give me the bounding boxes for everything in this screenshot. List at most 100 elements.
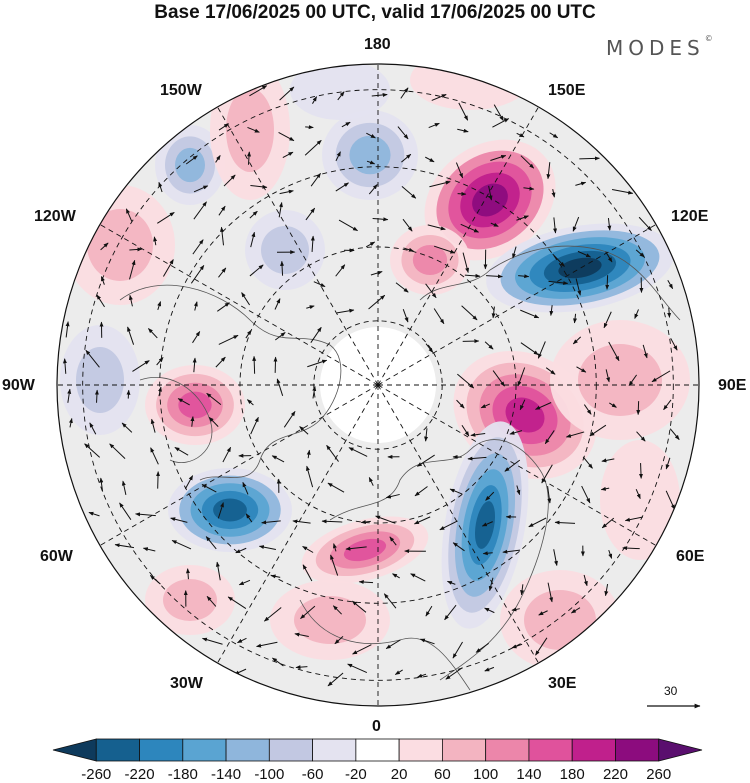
wind-vector [193, 301, 198, 311]
wind-vector [519, 399, 526, 411]
coastline [419, 245, 681, 321]
colorbar-tick-label: -140 [211, 766, 242, 783]
wind-vector [541, 464, 553, 484]
wind-vector [583, 404, 592, 415]
wind-vector [263, 607, 282, 622]
wind-vector [416, 454, 435, 467]
wind-vector [119, 502, 132, 520]
wind-vector [520, 309, 540, 319]
wind-vector [461, 424, 470, 437]
wind-vector [434, 245, 456, 254]
lon-label-120e: 120E [671, 208, 709, 225]
wind-vector [305, 125, 314, 130]
wind-vector [201, 637, 223, 645]
wind-vector [439, 520, 458, 531]
colorbar-cell [571, 738, 616, 762]
wind-vector [490, 154, 507, 161]
wind-vector [238, 579, 251, 586]
wind-vector [336, 308, 355, 314]
wind-vector [600, 486, 610, 491]
wind-vector [638, 463, 643, 479]
wind-vector [535, 637, 548, 656]
wind-vector [156, 357, 164, 366]
wind-vector [302, 564, 313, 582]
wind-vector [446, 580, 456, 585]
wind-vector [121, 422, 133, 433]
wind-vector [279, 189, 294, 195]
wind-vector [462, 252, 470, 273]
wind-vector [583, 574, 588, 587]
wind-vector [218, 267, 227, 278]
wind-vector [306, 449, 311, 459]
wind-vector [193, 201, 207, 220]
wind-vector [278, 131, 295, 142]
anomaly-contour [178, 391, 212, 419]
wind-vector [217, 502, 224, 519]
wind-vector [577, 250, 592, 258]
wind-vector [609, 402, 617, 408]
wind-vector [670, 338, 678, 351]
wind-vector [605, 275, 610, 290]
wind-vector [548, 280, 569, 285]
wind-vector [511, 607, 520, 612]
wind-vector [365, 241, 376, 248]
wind-vector [295, 665, 308, 670]
wind-vector [208, 416, 219, 427]
wind-vector [89, 422, 97, 435]
wind-vector [335, 151, 341, 162]
wind-vector [310, 172, 321, 187]
wind-vector [547, 486, 552, 504]
wind-vector [572, 216, 580, 232]
wind-vector [634, 309, 639, 319]
wind-vector [490, 222, 499, 227]
wind-vector [579, 156, 600, 161]
wind-vector [247, 399, 254, 406]
wind-vector [403, 247, 414, 252]
wind-vector [368, 184, 378, 195]
wind-vector [589, 424, 607, 437]
wind-vector [292, 519, 311, 524]
wind-vector [425, 156, 435, 163]
wind-vector [190, 416, 195, 427]
wind-vector [150, 447, 159, 465]
lon-label-180: 180 [364, 36, 391, 53]
lon-label-150w: 150W [160, 82, 202, 99]
wind-vector [457, 128, 469, 133]
wind-vector [502, 549, 521, 554]
lon-label-60e: 60E [676, 548, 705, 565]
wind-vector [250, 231, 256, 248]
wind-vector [65, 321, 70, 338]
wind-vector [157, 211, 175, 224]
wind-vector [431, 94, 447, 101]
colorbar-tick-label: 20 [390, 766, 408, 783]
colorbar-tick-label: -260 [81, 766, 112, 783]
wind-vector [261, 520, 281, 525]
wind-vector [326, 444, 339, 462]
wind-vector [127, 326, 135, 345]
anomaly-contour [524, 590, 596, 650]
wind-vector [457, 373, 475, 389]
wind-vector [100, 242, 109, 251]
wind-vector [520, 155, 535, 169]
wind-vector [565, 431, 585, 438]
wind-vector [88, 511, 100, 517]
lon-label-60w: 60W [40, 548, 73, 565]
anomaly-contour [175, 147, 205, 183]
wind-vector [608, 341, 620, 362]
wind-vector [410, 573, 426, 582]
anomaly-contour [349, 135, 391, 175]
wind-vector [352, 644, 372, 655]
colorbar-tick-label: -220 [124, 766, 155, 783]
wind-vector [488, 577, 494, 592]
wind-vector [67, 388, 72, 403]
wind-vector [153, 236, 158, 246]
colorbar [52, 738, 703, 762]
wind-vector [360, 520, 371, 525]
wind-vector [249, 210, 258, 219]
wind-vector [219, 226, 225, 246]
wind-vector [327, 482, 345, 493]
lon-label-120w: 120W [34, 208, 76, 225]
wind-vector [235, 547, 247, 554]
anomaly-contour [261, 226, 309, 274]
wind-vector [206, 392, 222, 406]
